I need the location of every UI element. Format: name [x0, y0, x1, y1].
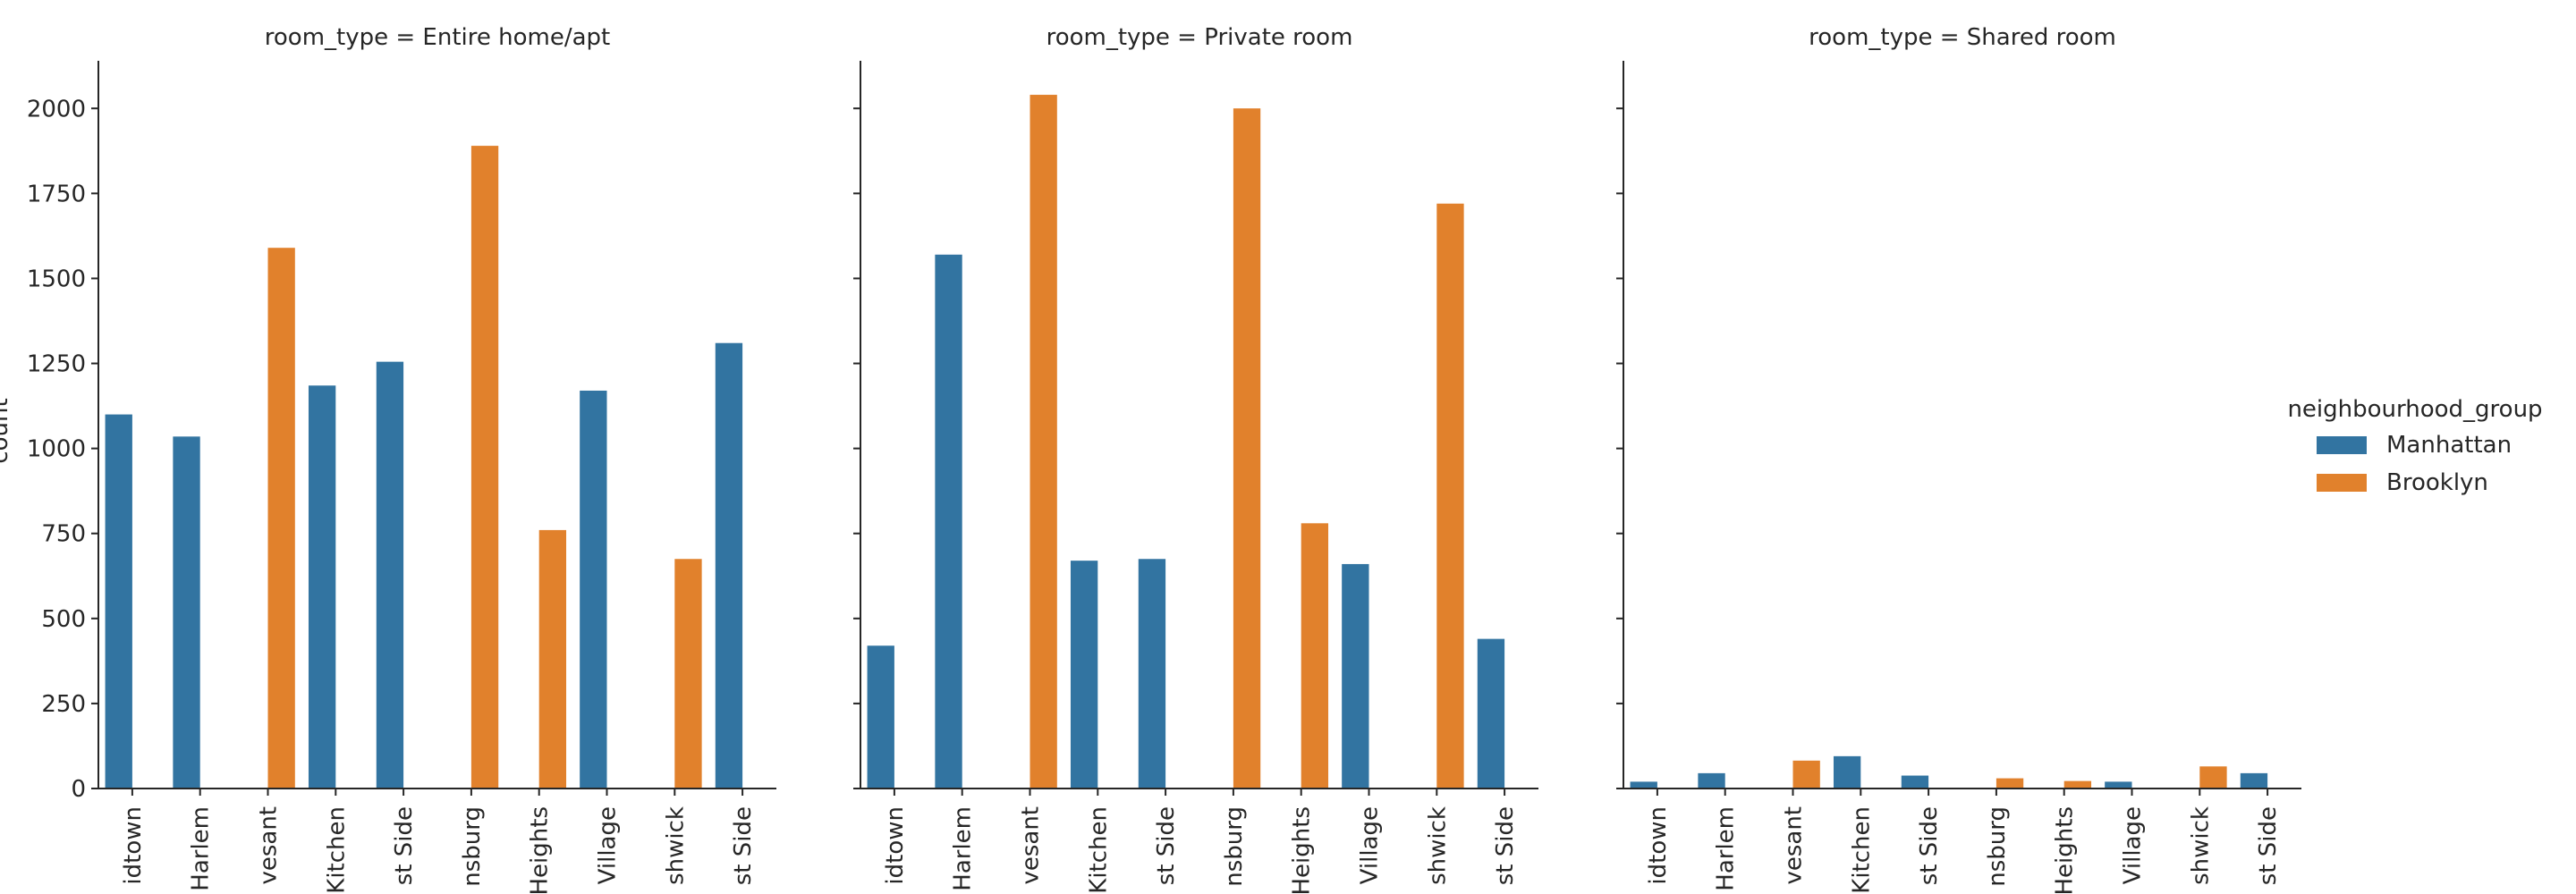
bar-manhattan-2 — [173, 436, 200, 789]
x-tick-label: shwick — [662, 806, 689, 885]
x-tick-label: st Side — [730, 806, 757, 885]
x-tick-label: nsburg — [1984, 806, 2011, 887]
bar-brooklyn-7 — [538, 529, 567, 789]
x-tick-label: Harlem — [950, 806, 977, 891]
x-tick-label: vesant — [1781, 806, 1808, 885]
y-tick-label: 1500 — [27, 266, 86, 292]
x-tick-label: idtown — [120, 806, 147, 885]
bar-manhattan-8 — [2105, 781, 2132, 789]
panel-2: room_type = Private room idtown Harlem vesa… — [853, 24, 1538, 894]
y-tick-label: 0 — [71, 776, 86, 803]
y-tick-label: 2000 — [27, 96, 86, 122]
bar-brooklyn-9 — [2199, 766, 2227, 789]
x-tick-label: st Side — [1153, 806, 1180, 885]
x-tick-label: Kitchen — [1085, 806, 1112, 894]
legend-swatch-brooklyn — [2317, 474, 2367, 492]
y-tick-label: 1000 — [27, 436, 86, 463]
bar-manhattan-5 — [1138, 559, 1166, 789]
x-tick-label: nsburg — [1221, 806, 1248, 887]
x-tick-label: Kitchen — [1848, 806, 1875, 894]
bar-manhattan-5 — [376, 361, 404, 789]
bar-manhattan-8 — [1342, 563, 1369, 789]
y-tick-label: 1250 — [27, 351, 86, 378]
y-axis-label: count — [0, 398, 13, 463]
bar-brooklyn-3 — [267, 248, 295, 789]
x-tick-label: Heights — [527, 806, 554, 894]
legend-entries: Manhattan Brooklyn — [2317, 432, 2512, 496]
bar-brooklyn-6 — [1996, 778, 2024, 789]
bar-brooklyn-9 — [674, 559, 702, 789]
x-tick-labels: idtown Harlem vesant Kitchen st Side nsburg He… — [1645, 806, 2282, 894]
legend-label-manhattan: Manhattan — [2386, 432, 2512, 459]
bar-brooklyn-9 — [1436, 203, 1464, 789]
x-tick-label: Kitchen — [323, 806, 350, 894]
x-tick-label: vesant — [256, 806, 283, 885]
y-tick-label: 1750 — [27, 181, 86, 207]
x-tick-label: st Side — [1916, 806, 1943, 885]
x-tick-label: shwick — [2187, 806, 2214, 885]
bar-manhattan-8 — [580, 390, 607, 789]
x-tick-label: vesant — [1018, 806, 1045, 885]
x-tick-label: idtown — [1645, 806, 1672, 885]
panel-title: room_type = Shared room — [1809, 24, 2116, 51]
panel-1: room_type = Entire home/apt 0 250 500 750 100… — [27, 24, 776, 894]
x-tick-label: Harlem — [188, 806, 215, 891]
bar-brooklyn-7 — [2063, 780, 2092, 789]
bar-manhattan-2 — [935, 254, 962, 789]
x-tick-label: Heights — [1289, 806, 1316, 894]
bar-manhattan-10 — [1477, 638, 1505, 789]
y-tick-label: 250 — [41, 691, 86, 718]
bar-manhattan-4 — [1833, 755, 1861, 789]
bar-manhattan-1 — [105, 414, 132, 789]
panel-3: room_type = Shared room idtown Harlem vesan… — [1616, 24, 2301, 894]
y-tick-label: 750 — [41, 521, 86, 548]
bar-manhattan-4 — [308, 385, 336, 789]
panel-title: room_type = Private room — [1046, 24, 1353, 51]
x-tick-label: st Side — [1492, 806, 1519, 885]
x-tick-label: st Side — [391, 806, 418, 885]
bar-brooklyn-3 — [1030, 95, 1057, 789]
x-tick-label: Village — [2120, 806, 2147, 884]
bar-brooklyn-3 — [1792, 760, 1820, 789]
bar-manhattan-10 — [2240, 772, 2268, 789]
legend-title: neighbourhood_group — [2287, 396, 2542, 423]
x-tick-labels: idtown Harlem vesant Kitchen st Side nsburg He… — [882, 806, 1519, 894]
bar-brooklyn-7 — [1301, 523, 1329, 789]
x-tick-label: shwick — [1424, 806, 1451, 885]
bar-manhattan-5 — [1901, 775, 1929, 789]
x-tick-label: idtown — [882, 806, 909, 885]
x-tick-label: Village — [1357, 806, 1384, 884]
x-tick-label: nsburg — [459, 806, 486, 887]
x-tick-label: Heights — [2052, 806, 2079, 894]
bar-manhattan-1 — [1630, 781, 1657, 789]
panel-title: room_type = Entire home/apt — [265, 24, 610, 51]
legend-label-brooklyn: Brooklyn — [2386, 469, 2488, 496]
bar-manhattan-1 — [867, 645, 894, 789]
x-tick-label: Village — [595, 806, 622, 884]
x-tick-label: st Side — [2255, 806, 2282, 885]
bar-manhattan-4 — [1070, 561, 1098, 789]
legend: neighbourhood_group Manhattan Brooklyn — [2287, 396, 2542, 496]
chart-panels: room_type = Entire home/apt 0 250 500 750 100… — [27, 24, 2301, 894]
legend-swatch-manhattan — [2317, 436, 2367, 454]
bar-manhattan-10 — [715, 342, 743, 789]
x-tick-labels: idtown Harlem vesant Kitchen st Side nsburg He… — [120, 806, 757, 894]
x-tick-label: Harlem — [1713, 806, 1740, 891]
bar-brooklyn-6 — [470, 146, 499, 789]
bar-manhattan-2 — [1698, 772, 1725, 789]
y-tick-label: 500 — [41, 606, 86, 633]
bar-brooklyn-6 — [1233, 108, 1261, 789]
